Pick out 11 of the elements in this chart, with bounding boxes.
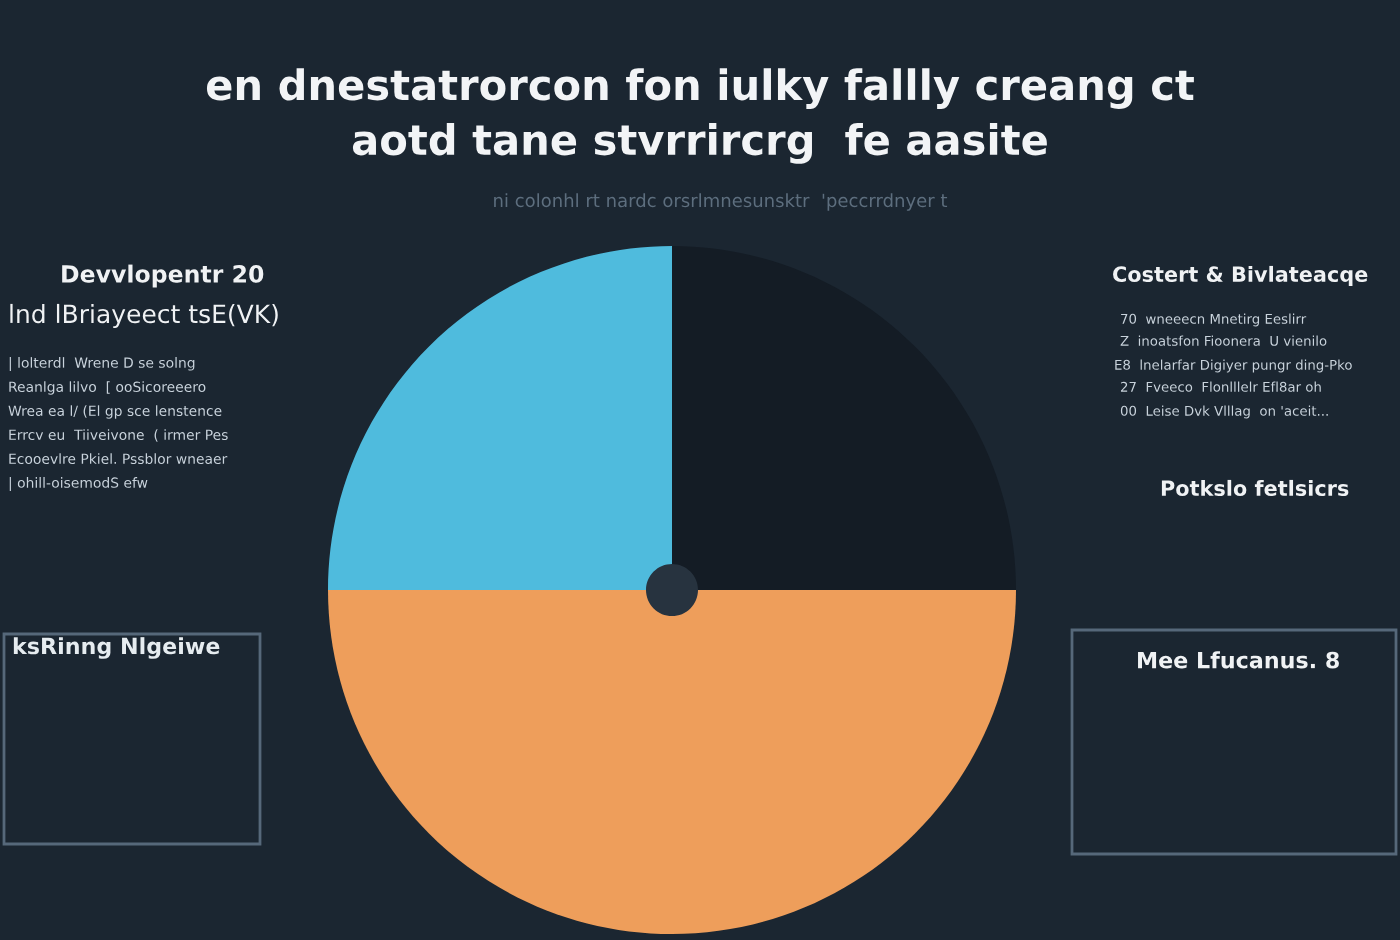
pie-slice xyxy=(328,246,672,590)
pie-slice xyxy=(672,246,1016,590)
text: lnd lBriayeect tsE(VK) xyxy=(10,303,278,329)
chart-title: en dnestatrorcon fon iulky fallly creang ct aotd tane stvrrircrg fe aasite xyxy=(206,68,1194,164)
text: ksRinng Nlgeiwe xyxy=(13,637,220,659)
text: Costert & Bivlateacqe xyxy=(1113,265,1368,287)
text: Devvlopentr 20 xyxy=(62,264,264,288)
text: Potkslo fetlsicrs xyxy=(1161,479,1349,497)
text: Mee Lfucanus. 8 xyxy=(1138,651,1339,669)
chart-subtitle: ni colonhl rt nardc orsrlmnesunsktr 'peccrrdnyer t xyxy=(494,193,948,211)
pie-slice xyxy=(328,590,1016,934)
